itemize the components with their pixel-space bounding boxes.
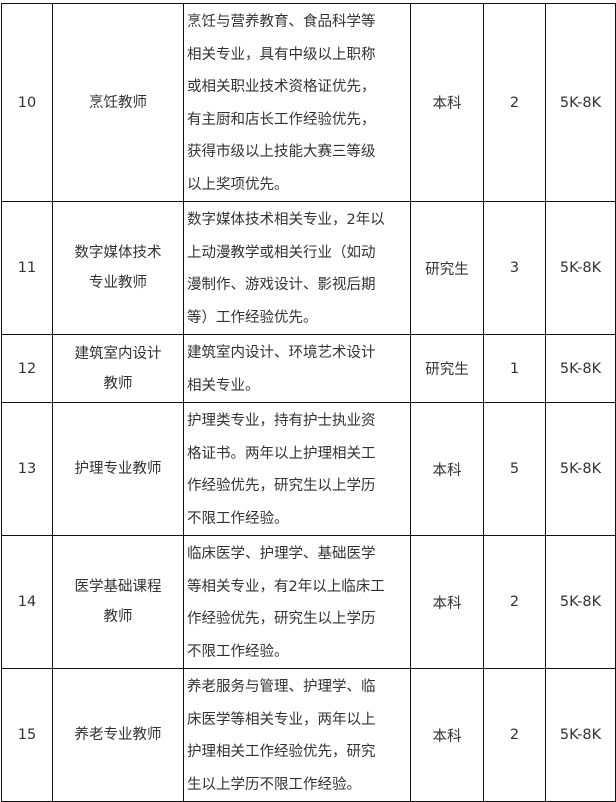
table-row: 14 医学基础课程 教师 临床医学、护理学、基础医学 等相关专业，有2年以上临床工 作经验… bbox=[1, 535, 616, 669]
requirement-line: 相关专业，具有中级以上职称 bbox=[187, 46, 376, 63]
position-line: 护理专业教师 bbox=[74, 461, 162, 477]
education-cell: 本科 bbox=[410, 3, 484, 202]
requirements-cell: 烹饪与营养教育、食品科学等 相关专业，具有中级以上职称 或相关职业技术资格证优先， 有… bbox=[183, 3, 411, 202]
requirement-line: 作经验优先，研究生以上学历 bbox=[187, 611, 376, 627]
requirement-line: 等）工作经验优先。 bbox=[187, 309, 318, 326]
position-line: 养老专业教师 bbox=[74, 727, 162, 743]
position-line: 建筑室内设计 bbox=[74, 345, 162, 362]
requirement-line: 生以上学历不限工作经验。 bbox=[187, 776, 361, 793]
requirement-line: 数字媒体技术相关专业，2年以 bbox=[187, 212, 385, 228]
education-cell: 本科 bbox=[410, 535, 484, 669]
row-number: 12 bbox=[1, 334, 53, 403]
education-cell: 研究生 bbox=[410, 334, 484, 403]
count-cell: 3 bbox=[483, 201, 546, 335]
requirements-cell: 养老服务与管理、护理学、临 床医学等相关专业，两年以上 护理相关工作经验优先，研究生… bbox=[183, 668, 411, 802]
table-row: 11 数字媒体技术 专业教师 数字媒体技术相关专业，2年以 上动漫教学或相关行业（如动漫… bbox=[1, 201, 616, 335]
requirement-line: 以上奖项优先。 bbox=[187, 176, 289, 193]
table-row: 15 养老专业教师 养老服务与管理、护理学、临 床医学等相关专业，两年以上 护理相关工作… bbox=[1, 668, 616, 802]
requirement-line: 护理相关工作经验优先，研究 bbox=[187, 744, 376, 760]
count-cell: 2 bbox=[483, 3, 546, 202]
salary-cell: 5K-8K bbox=[545, 334, 616, 403]
education-cell: 研究生 bbox=[410, 201, 484, 335]
row-number: 11 bbox=[1, 201, 53, 335]
position-cell: 护理专业教师 bbox=[52, 402, 184, 536]
position-cell: 烹饪教师 bbox=[52, 3, 184, 202]
requirement-line: 护理类专业，持有护士执业资 bbox=[187, 413, 376, 429]
row-number: 14 bbox=[1, 535, 53, 669]
table-row: 13 护理专业教师 护理类专业，持有护士执业资 格证书。两年以上护理相关工 作经验优先，… bbox=[1, 402, 616, 536]
requirement-line: 床医学等相关专业，两年以上 bbox=[187, 711, 376, 728]
requirement-line: 临床医学、护理学、基础医学 bbox=[187, 546, 376, 562]
salary-cell: 5K-8K bbox=[545, 668, 616, 802]
count-cell: 2 bbox=[483, 535, 546, 669]
position-cell: 医学基础课程 教师 bbox=[52, 535, 184, 669]
row-number: 10 bbox=[1, 3, 53, 202]
requirement-line: 有主厨和店长工作经验优先， bbox=[187, 111, 376, 128]
requirement-line: 烹饪与营养教育、食品科学等 bbox=[187, 14, 376, 30]
position-line: 数字媒体技术 bbox=[74, 245, 162, 261]
position-line: 专业教师 bbox=[89, 275, 147, 291]
salary-cell: 5K-8K bbox=[545, 201, 616, 335]
requirement-line: 漫制作、游戏设计、影视后期 bbox=[187, 277, 376, 293]
requirements-cell: 数字媒体技术相关专业，2年以 上动漫教学或相关行业（如动 漫制作、游戏设计、影视后期… bbox=[183, 201, 411, 335]
table-row: 12 建筑室内设计 教师 建筑室内设计、环境艺术设计 相关专业。 研究生 1 5K-8K bbox=[1, 334, 616, 403]
salary-cell: 5K-8K bbox=[545, 535, 616, 669]
salary-cell: 5K-8K bbox=[545, 402, 616, 536]
requirements-cell: 建筑室内设计、环境艺术设计 相关专业。 bbox=[183, 334, 411, 403]
education-cell: 本科 bbox=[410, 668, 484, 802]
requirement-line: 不限工作经验。 bbox=[187, 510, 289, 527]
count-cell: 2 bbox=[483, 668, 546, 802]
requirement-line: 上动漫教学或相关行业（如动 bbox=[187, 244, 376, 261]
requirements-cell: 护理类专业，持有护士执业资 格证书。两年以上护理相关工 作经验优先，研究生以上学历不… bbox=[183, 402, 411, 536]
recruitment-table: 10 烹饪教师 烹饪与营养教育、食品科学等 相关专业，具有中级以上职称 或相关职业技术资… bbox=[1, 3, 616, 802]
position-line: 教师 bbox=[103, 375, 133, 392]
position-cell: 养老专业教师 bbox=[52, 668, 184, 802]
position-line: 教师 bbox=[103, 609, 133, 625]
requirement-line: 获得市级以上技能大赛三等级 bbox=[187, 144, 376, 160]
requirement-line: 或相关职业技术资格证优先， bbox=[187, 79, 376, 95]
requirement-line: 作经验优先，研究生以上学历 bbox=[187, 478, 376, 494]
table-row: 10 烹饪教师 烹饪与营养教育、食品科学等 相关专业，具有中级以上职称 或相关职业技术资… bbox=[1, 3, 616, 202]
requirement-line: 相关专业。 bbox=[187, 377, 260, 394]
requirements-cell: 临床医学、护理学、基础医学 等相关专业，有2年以上临床工 作经验优先，研究生以上学历… bbox=[183, 535, 411, 669]
requirement-line: 等相关专业，有2年以上临床工 bbox=[187, 578, 385, 595]
count-cell: 1 bbox=[483, 334, 546, 403]
row-number: 13 bbox=[1, 402, 53, 536]
count-cell: 5 bbox=[483, 402, 546, 536]
position-line: 医学基础课程 bbox=[74, 579, 162, 595]
education-cell: 本科 bbox=[410, 402, 484, 536]
position-cell: 建筑室内设计 教师 bbox=[52, 334, 184, 403]
requirement-line: 养老服务与管理、护理学、临 bbox=[187, 679, 376, 695]
position-line: 烹饪教师 bbox=[89, 94, 147, 111]
salary-cell: 5K-8K bbox=[545, 3, 616, 202]
position-cell: 数字媒体技术 专业教师 bbox=[52, 201, 184, 335]
requirement-line: 建筑室内设计、环境艺术设计 bbox=[187, 345, 376, 361]
row-number: 15 bbox=[1, 668, 53, 802]
requirement-line: 格证书。两年以上护理相关工 bbox=[187, 445, 376, 462]
requirement-line: 不限工作经验。 bbox=[187, 643, 289, 660]
